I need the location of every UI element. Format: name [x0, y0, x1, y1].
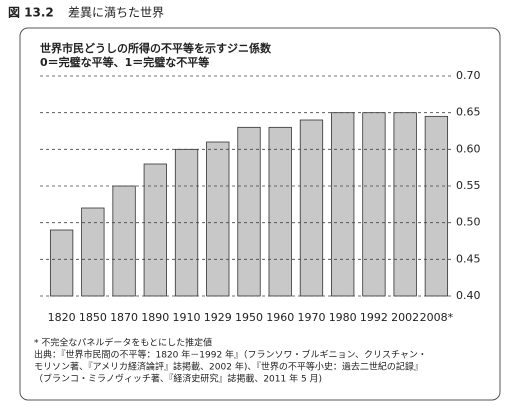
x-tick-label: 2008*	[420, 311, 454, 324]
x-tick-label: 1950	[235, 311, 263, 324]
bar	[237, 126, 261, 297]
frame	[19, 27, 501, 401]
x-tick-label: 1890	[141, 311, 169, 324]
note: （ブランコ・ミラノヴィッチ著、『経済史研究』誌掲載、2011 年 5 月)	[34, 373, 322, 385]
bar	[81, 207, 105, 297]
chart-title: 世界市民どうしの所得の不平等を示すジニ係数	[40, 41, 272, 55]
bar	[49, 229, 74, 297]
bar	[268, 126, 292, 297]
y-tick-label: 0.55	[456, 179, 481, 192]
y-tick-label: 0.70	[456, 69, 481, 82]
x-tick-label: 1850	[79, 311, 107, 324]
x-tick-label: 1970	[297, 311, 325, 324]
y-tick-label: 0.50	[456, 216, 481, 229]
x-tick-label: 1992	[360, 311, 388, 324]
note: * 不完全なパネルデータをもとにした推定値	[34, 337, 212, 349]
note: モリソン著、『アメリカ経済論評』誌掲載、2002 年)、『世界の不平等小史：過去…	[34, 361, 423, 373]
bar	[331, 112, 355, 297]
x-tick-label: 1910	[173, 311, 201, 324]
y-tick-label: 0.60	[456, 142, 481, 155]
bar	[424, 115, 449, 297]
y-tick-label: 0.65	[456, 106, 481, 119]
bar	[112, 185, 136, 297]
x-tick-label: 1980	[329, 311, 357, 324]
x-tick-label: 1929	[204, 311, 232, 324]
chart-subtitle: 0＝完璧な平等、1＝完璧な不平等	[40, 55, 209, 69]
y-tick-label: 0.45	[456, 252, 481, 265]
y-tick-label: 0.40	[456, 289, 481, 302]
bar	[143, 163, 167, 297]
x-tick-label: 2002	[391, 311, 419, 324]
bar	[393, 112, 417, 297]
bar	[362, 112, 386, 297]
bar	[299, 119, 324, 297]
caption: 差異に満ちた世界	[68, 6, 164, 20]
bar	[206, 141, 230, 297]
x-tick-label: 1870	[110, 311, 138, 324]
x-tick-label: 1820	[48, 311, 76, 324]
figure-label: 図 13.2	[8, 6, 54, 20]
note: 出典：『世界市民間の不平等：1820 年－1992 年』（フランソワ・ブルギニョ…	[34, 349, 427, 361]
x-tick-label: 1960	[266, 311, 294, 324]
